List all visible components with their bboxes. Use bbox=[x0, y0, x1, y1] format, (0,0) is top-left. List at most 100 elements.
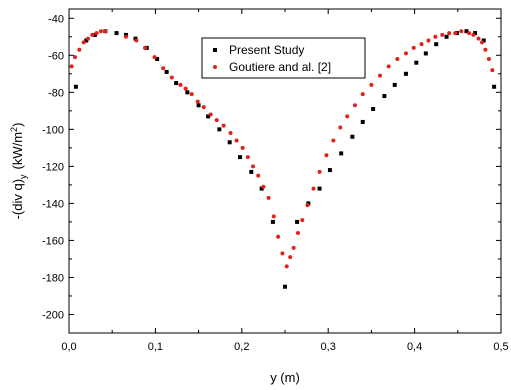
series-0 bbox=[73, 29, 497, 289]
data-point-goutiere bbox=[386, 64, 391, 69]
data-point-present-study bbox=[481, 38, 486, 43]
data-point-goutiere bbox=[369, 82, 374, 87]
data-point-goutiere bbox=[483, 47, 488, 52]
y-tick-label: -200 bbox=[42, 309, 64, 321]
data-point-present-study bbox=[492, 84, 497, 89]
data-point-goutiere bbox=[266, 195, 271, 200]
y-tick-label: -120 bbox=[42, 161, 64, 173]
data-point-goutiere bbox=[305, 203, 310, 208]
y-axis-title-unit-close: ) bbox=[10, 123, 25, 127]
data-point-present-study bbox=[382, 94, 387, 99]
data-point-present-study bbox=[92, 32, 97, 37]
data-point-present-study bbox=[444, 34, 449, 39]
data-point-goutiere bbox=[143, 45, 148, 50]
data-point-present-study bbox=[227, 140, 232, 145]
data-point-goutiere bbox=[276, 234, 281, 239]
data-point-present-study bbox=[350, 134, 355, 139]
data-point-present-study bbox=[392, 82, 397, 87]
x-tick-label: 0,4 bbox=[407, 341, 422, 353]
y-tick-label: -180 bbox=[42, 272, 64, 284]
data-point-present-study bbox=[403, 71, 408, 76]
data-point-goutiere bbox=[317, 169, 322, 174]
data-point-goutiere bbox=[467, 31, 472, 36]
data-point-goutiere bbox=[256, 173, 261, 178]
data-point-present-study bbox=[295, 219, 300, 224]
data-point-present-study bbox=[414, 60, 419, 65]
data-point-present-study bbox=[306, 201, 311, 206]
data-point-goutiere bbox=[331, 138, 336, 143]
legend-marker-present-study bbox=[213, 48, 217, 52]
y-tick-label: -40 bbox=[48, 13, 64, 25]
y-tick-label: -60 bbox=[48, 50, 64, 62]
data-point-present-study bbox=[217, 127, 222, 132]
data-point-goutiere bbox=[201, 105, 206, 110]
data-point-goutiere bbox=[245, 155, 250, 160]
data-point-goutiere bbox=[476, 36, 481, 41]
x-axis-ticks: 0,0 0,1 0,2 0,3 0,4 0,5 bbox=[61, 9, 509, 353]
data-point-goutiere bbox=[453, 31, 458, 36]
data-point-goutiere bbox=[161, 66, 166, 71]
data-point-goutiere bbox=[288, 255, 293, 260]
legend-label-goutiere: Goutiere and al. [2] bbox=[229, 60, 331, 74]
y-tick-label: -140 bbox=[42, 198, 64, 210]
data-point-goutiere bbox=[169, 75, 174, 80]
data-point-goutiere bbox=[419, 42, 424, 47]
data-point-goutiere bbox=[459, 29, 464, 34]
data-point-goutiere bbox=[152, 55, 157, 60]
data-point-goutiere bbox=[271, 214, 276, 219]
data-point-goutiere bbox=[195, 99, 200, 104]
y-axis-title-unit: (kW/m bbox=[10, 132, 25, 170]
data-point-present-study bbox=[270, 219, 275, 224]
data-point-present-study bbox=[339, 151, 344, 156]
data-point-goutiere bbox=[378, 73, 383, 78]
data-point-present-study bbox=[174, 81, 179, 86]
data-point-goutiere bbox=[208, 112, 213, 117]
data-point-present-study bbox=[133, 36, 138, 41]
data-point-goutiere bbox=[81, 40, 86, 45]
data-point-present-study bbox=[283, 284, 287, 289]
x-axis-title: y (m) bbox=[270, 370, 300, 385]
data-point-present-study bbox=[196, 103, 201, 108]
data-point-present-study bbox=[206, 114, 211, 119]
data-point-goutiere bbox=[433, 34, 438, 39]
data-point-goutiere bbox=[214, 118, 219, 123]
data-point-goutiere bbox=[486, 56, 491, 61]
data-point-present-study bbox=[238, 155, 243, 160]
data-point-goutiere bbox=[228, 131, 233, 136]
data-point-present-study bbox=[259, 186, 264, 191]
data-point-goutiere bbox=[395, 56, 400, 61]
y-tick-label: -160 bbox=[42, 235, 64, 247]
data-point-goutiere bbox=[284, 264, 289, 269]
data-point-present-study bbox=[249, 169, 254, 174]
y-tick-label: -80 bbox=[48, 87, 64, 99]
data-point-present-study bbox=[155, 56, 160, 61]
data-point-goutiere bbox=[77, 47, 82, 52]
data-point-present-study bbox=[185, 90, 190, 95]
data-point-present-study bbox=[164, 69, 169, 74]
data-point-present-study bbox=[360, 119, 365, 124]
data-point-goutiere bbox=[103, 29, 108, 34]
data-point-goutiere bbox=[183, 86, 188, 91]
data-point-goutiere bbox=[324, 153, 329, 158]
data-point-goutiere bbox=[479, 40, 484, 45]
data-point-goutiere bbox=[251, 164, 256, 169]
data-point-goutiere bbox=[94, 31, 99, 36]
data-point-goutiere bbox=[73, 55, 78, 60]
legend-marker-goutiere bbox=[213, 65, 217, 69]
y-axis-title-main: -(div q) bbox=[10, 179, 25, 219]
data-point-present-study bbox=[84, 38, 89, 43]
y-tick-label: -100 bbox=[42, 124, 64, 136]
data-point-goutiere bbox=[69, 64, 74, 69]
data-point-goutiere bbox=[426, 38, 431, 43]
data-point-goutiere bbox=[221, 123, 226, 128]
data-point-goutiere bbox=[338, 125, 343, 130]
legend: Present Study Goutiere and al. [2] bbox=[201, 37, 366, 79]
series-layer bbox=[69, 29, 497, 289]
data-point-present-study bbox=[317, 186, 322, 191]
x-tick-label: 0,1 bbox=[148, 341, 163, 353]
data-point-goutiere bbox=[447, 31, 452, 36]
data-point-goutiere bbox=[311, 186, 316, 191]
data-point-present-study bbox=[473, 31, 478, 36]
data-point-goutiere bbox=[124, 34, 129, 39]
